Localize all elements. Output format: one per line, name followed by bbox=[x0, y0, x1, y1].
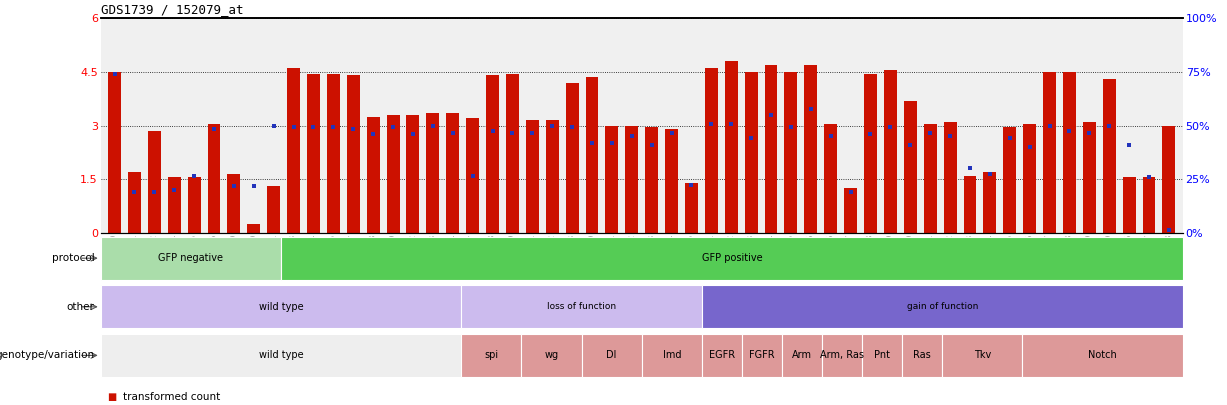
Bar bbox=[406, 115, 420, 233]
Text: transformed count: transformed count bbox=[123, 392, 220, 402]
Bar bbox=[605, 126, 618, 233]
Bar bbox=[227, 174, 240, 233]
Bar bbox=[863, 334, 902, 377]
Text: protocol: protocol bbox=[52, 253, 94, 263]
Bar bbox=[1103, 79, 1115, 233]
Bar bbox=[426, 113, 439, 233]
Bar bbox=[883, 70, 897, 233]
Bar bbox=[983, 172, 996, 233]
Bar bbox=[645, 127, 658, 233]
Text: GFP negative: GFP negative bbox=[158, 253, 223, 263]
Bar bbox=[924, 124, 936, 233]
Bar bbox=[685, 183, 698, 233]
Bar bbox=[1142, 177, 1156, 233]
Bar bbox=[1063, 72, 1076, 233]
Text: ■: ■ bbox=[107, 392, 117, 402]
Text: Pnt: Pnt bbox=[874, 350, 891, 360]
Bar bbox=[101, 237, 281, 279]
Text: Dl: Dl bbox=[606, 350, 617, 360]
Bar bbox=[168, 177, 180, 233]
Text: wild type: wild type bbox=[259, 302, 303, 312]
Bar bbox=[1004, 127, 1016, 233]
Bar bbox=[248, 224, 260, 233]
Bar bbox=[904, 100, 917, 233]
Bar bbox=[101, 286, 461, 328]
Bar bbox=[566, 83, 579, 233]
Text: wg: wg bbox=[545, 350, 558, 360]
Bar bbox=[725, 61, 737, 233]
Bar bbox=[764, 65, 778, 233]
Bar bbox=[642, 334, 702, 377]
Bar bbox=[902, 334, 942, 377]
Bar bbox=[1123, 177, 1135, 233]
Bar bbox=[207, 124, 221, 233]
Bar bbox=[782, 334, 822, 377]
Bar bbox=[1162, 126, 1175, 233]
Bar bbox=[1022, 334, 1183, 377]
Text: Tkv: Tkv bbox=[974, 350, 991, 360]
Bar bbox=[1023, 124, 1036, 233]
Bar bbox=[1083, 122, 1096, 233]
Bar bbox=[148, 131, 161, 233]
Text: Imd: Imd bbox=[663, 350, 681, 360]
Text: Notch: Notch bbox=[1088, 350, 1117, 360]
Bar bbox=[387, 115, 400, 233]
Bar bbox=[702, 286, 1183, 328]
Bar bbox=[864, 74, 877, 233]
Bar bbox=[287, 68, 301, 233]
Bar bbox=[281, 237, 1183, 279]
Bar bbox=[844, 188, 858, 233]
Text: GFP positive: GFP positive bbox=[702, 253, 762, 263]
Text: GDS1739 / 152079_at: GDS1739 / 152079_at bbox=[101, 3, 243, 16]
Bar bbox=[942, 334, 1022, 377]
Bar bbox=[347, 75, 360, 233]
Bar bbox=[626, 126, 638, 233]
Bar bbox=[521, 334, 582, 377]
Bar bbox=[526, 120, 539, 233]
Bar bbox=[367, 117, 379, 233]
Text: Ras: Ras bbox=[913, 350, 931, 360]
Bar bbox=[307, 74, 320, 233]
Text: other: other bbox=[66, 302, 94, 312]
Bar bbox=[704, 68, 718, 233]
Text: gain of function: gain of function bbox=[907, 302, 978, 311]
Bar bbox=[963, 176, 977, 233]
Text: genotype/variation: genotype/variation bbox=[0, 350, 94, 360]
Bar bbox=[944, 122, 957, 233]
Text: Arm, Ras: Arm, Ras bbox=[820, 350, 864, 360]
Text: spi: spi bbox=[485, 350, 498, 360]
Bar bbox=[326, 74, 340, 233]
Bar bbox=[742, 334, 782, 377]
Text: loss of function: loss of function bbox=[547, 302, 616, 311]
Bar bbox=[702, 334, 742, 377]
Bar bbox=[546, 120, 558, 233]
Bar bbox=[101, 334, 461, 377]
Text: wild type: wild type bbox=[259, 350, 303, 360]
Text: EGFR: EGFR bbox=[709, 350, 735, 360]
Bar bbox=[267, 186, 280, 233]
Bar bbox=[188, 177, 200, 233]
Text: FGFR: FGFR bbox=[750, 350, 774, 360]
Bar bbox=[805, 65, 817, 233]
Bar bbox=[582, 334, 642, 377]
Bar bbox=[447, 113, 459, 233]
Bar bbox=[128, 172, 141, 233]
Bar bbox=[585, 77, 599, 233]
Bar bbox=[108, 72, 121, 233]
Bar bbox=[461, 334, 521, 377]
Bar bbox=[486, 75, 499, 233]
Bar bbox=[745, 72, 757, 233]
Bar bbox=[665, 129, 679, 233]
Bar bbox=[822, 334, 863, 377]
Text: Arm: Arm bbox=[793, 350, 812, 360]
Bar bbox=[784, 72, 798, 233]
Bar bbox=[506, 74, 519, 233]
Bar bbox=[1043, 72, 1056, 233]
Bar bbox=[466, 118, 479, 233]
Bar bbox=[825, 124, 837, 233]
Bar bbox=[461, 286, 702, 328]
